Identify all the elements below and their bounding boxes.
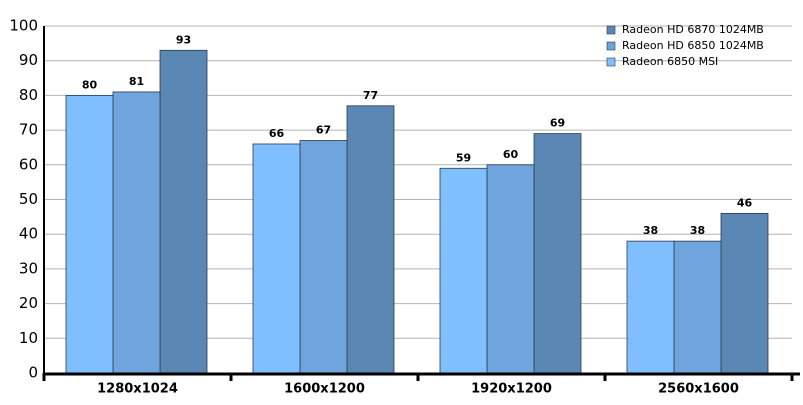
- value-label: 67: [316, 124, 331, 137]
- value-label: 59: [456, 151, 471, 164]
- y-tick-label: 40: [19, 225, 38, 243]
- y-tick-label: 90: [19, 51, 38, 69]
- bar: [112, 91, 161, 374]
- value-label: 93: [176, 33, 191, 46]
- value-label: 38: [643, 224, 658, 237]
- x-tick-label: 1920x1200: [471, 382, 552, 397]
- bar: [439, 167, 488, 374]
- y-tick-label: 20: [19, 294, 38, 312]
- y-tick-label: 80: [19, 86, 38, 104]
- value-label: 38: [690, 224, 705, 237]
- x-tick-label: 2560x1600: [658, 382, 739, 397]
- bar: [626, 240, 675, 374]
- y-tick-label: 60: [19, 155, 38, 173]
- x-tick-label: 1600x1200: [284, 382, 365, 397]
- value-label: 81: [129, 75, 144, 88]
- bar: [486, 164, 535, 374]
- bar: [299, 140, 348, 374]
- y-tick-label: 10: [19, 329, 38, 347]
- value-label: 69: [550, 117, 565, 130]
- value-label: 80: [82, 78, 98, 91]
- bar: [673, 240, 722, 374]
- legend-swatch: [606, 41, 616, 51]
- legend-label: Radeon HD 6870 1024MB: [622, 23, 764, 36]
- legend-label: Radeon 6850 MSI: [622, 55, 718, 68]
- legend-label: Radeon HD 6850 1024MB: [622, 39, 764, 52]
- x-tick-label: 1280x1024: [97, 382, 178, 397]
- y-tick-label: 0: [28, 364, 38, 382]
- bar: [252, 143, 301, 374]
- value-label: 60: [503, 148, 519, 161]
- value-label: 66: [269, 127, 285, 140]
- legend-swatch: [606, 57, 616, 67]
- bar: [65, 95, 114, 374]
- y-tick-label: 100: [9, 17, 38, 35]
- y-tick-label: 50: [19, 190, 38, 208]
- bar: [159, 49, 208, 374]
- bar: [533, 133, 582, 374]
- value-label: 46: [737, 196, 753, 209]
- y-tick-label: 30: [19, 259, 38, 277]
- bar: [720, 212, 769, 374]
- legend-swatch: [606, 25, 616, 35]
- y-tick-label: 70: [19, 121, 38, 139]
- value-label: 77: [363, 89, 378, 102]
- bar: [346, 105, 395, 374]
